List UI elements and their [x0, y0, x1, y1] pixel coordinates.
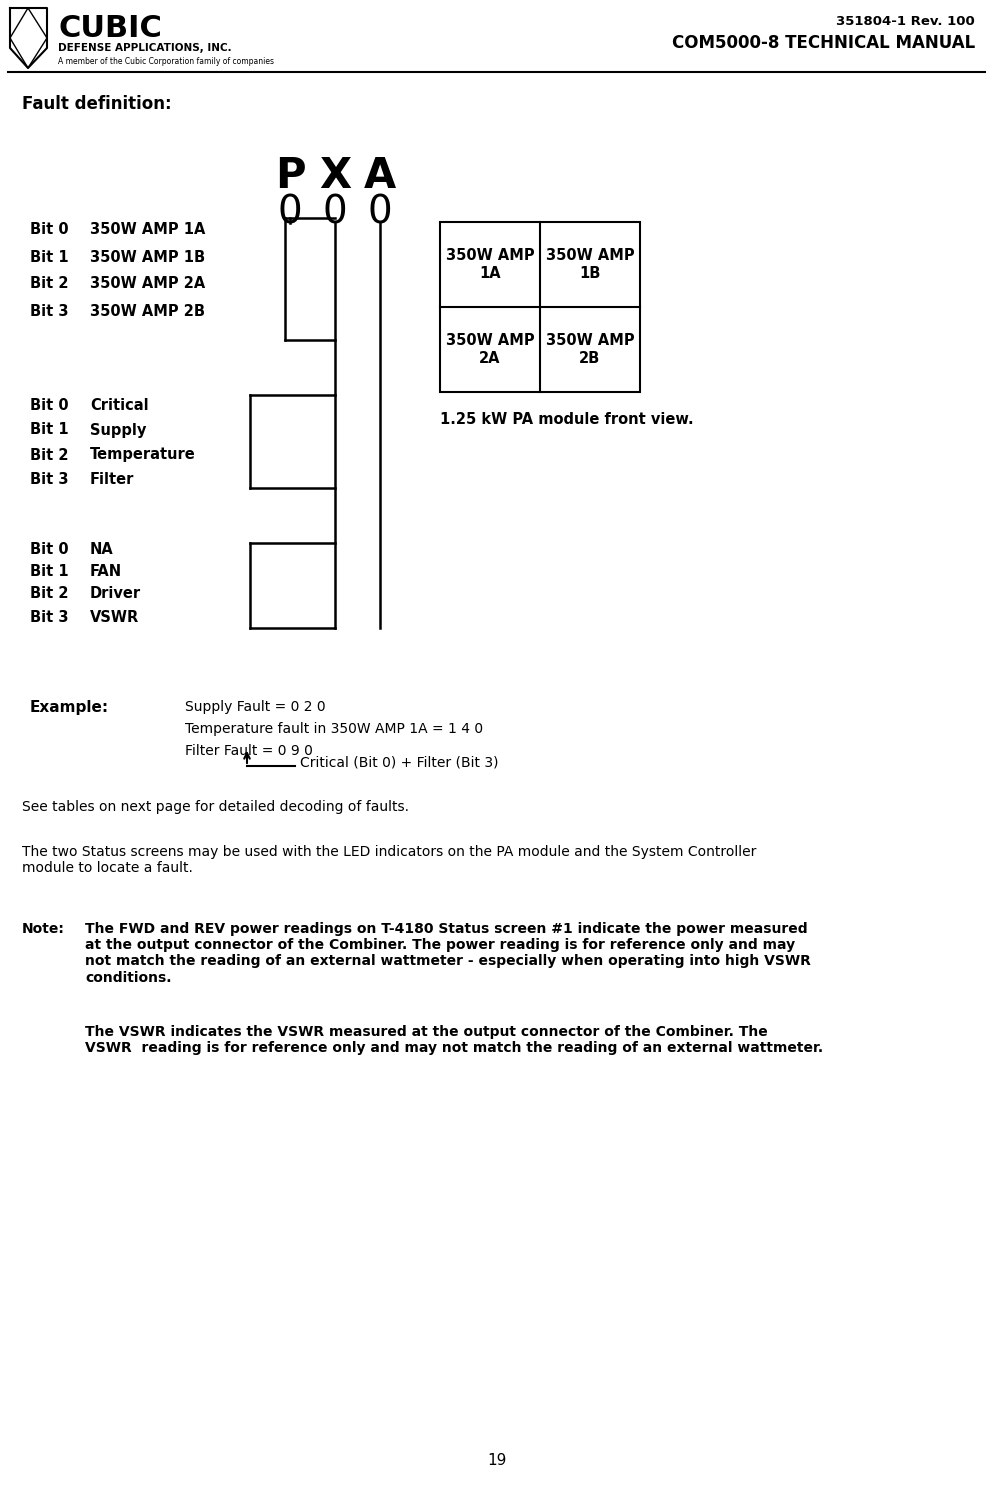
Text: Bit 3: Bit 3	[30, 472, 69, 488]
Text: 350W AMP
1B: 350W AMP 1B	[546, 248, 634, 281]
Text: Bit 1: Bit 1	[30, 249, 69, 264]
Text: 350W AMP 2B: 350W AMP 2B	[90, 303, 205, 318]
Text: Critical: Critical	[90, 397, 149, 412]
Bar	[440, 222, 640, 393]
Text: Bit 3: Bit 3	[30, 611, 69, 626]
Text: Note:: Note:	[22, 923, 65, 936]
Text: The FWD and REV power readings on T-4180 Status screen #1 indicate the power mea: The FWD and REV power readings on T-4180…	[85, 923, 811, 984]
Text: See tables on next page for detailed decoding of faults.: See tables on next page for detailed dec…	[22, 800, 409, 814]
Text: 350W AMP
2B: 350W AMP 2B	[546, 333, 634, 366]
Text: VSWR: VSWR	[90, 611, 139, 626]
Text: Bit 0: Bit 0	[30, 222, 69, 237]
Text: Bit 3: Bit 3	[30, 303, 69, 318]
Text: Bit 0: Bit 0	[30, 397, 69, 412]
Text: 350W AMP
1A: 350W AMP 1A	[445, 248, 535, 281]
Text: Filter Fault = 0 9 0: Filter Fault = 0 9 0	[185, 744, 313, 758]
Text: Bit 1: Bit 1	[30, 423, 69, 437]
Text: 350W AMP 2A: 350W AMP 2A	[90, 276, 205, 291]
Text: Supply Fault = 0 2 0: Supply Fault = 0 2 0	[185, 700, 326, 714]
Text: COM5000-8 TECHNICAL MANUAL: COM5000-8 TECHNICAL MANUAL	[672, 34, 975, 52]
Text: Filter: Filter	[90, 472, 134, 488]
Text: CUBIC: CUBIC	[58, 13, 162, 43]
Text: 1.25 kW PA module front view.: 1.25 kW PA module front view.	[440, 412, 694, 427]
Text: Example:: Example:	[30, 700, 109, 715]
Text: Temperature: Temperature	[90, 448, 196, 463]
Text: 350W AMP
2A: 350W AMP 2A	[445, 333, 535, 366]
Text: 19: 19	[487, 1453, 507, 1468]
Text: Bit 2: Bit 2	[30, 448, 69, 463]
Text: DEFENSE APPLICATIONS, INC.: DEFENSE APPLICATIONS, INC.	[58, 43, 232, 52]
Text: P: P	[274, 155, 305, 197]
Text: FAN: FAN	[90, 564, 122, 579]
Text: 350W AMP 1A: 350W AMP 1A	[90, 222, 206, 237]
Text: 0: 0	[368, 193, 393, 231]
Text: Critical (Bit 0) + Filter (Bit 3): Critical (Bit 0) + Filter (Bit 3)	[300, 755, 499, 770]
Text: Bit 2: Bit 2	[30, 587, 69, 602]
Text: Bit 1: Bit 1	[30, 564, 69, 579]
Text: A member of the Cubic Corporation family of companies: A member of the Cubic Corporation family…	[58, 57, 274, 66]
Text: Supply: Supply	[90, 423, 146, 437]
Text: A: A	[364, 155, 397, 197]
Text: 0: 0	[277, 193, 302, 231]
Text: Driver: Driver	[90, 587, 141, 602]
Text: NA: NA	[90, 542, 113, 557]
Text: X: X	[319, 155, 351, 197]
Text: Bit 0: Bit 0	[30, 542, 69, 557]
Text: Temperature fault in 350W AMP 1A = 1 4 0: Temperature fault in 350W AMP 1A = 1 4 0	[185, 723, 483, 736]
Text: The two Status screens may be used with the LED indicators on the PA module and : The two Status screens may be used with …	[22, 845, 756, 875]
Text: Fault definition:: Fault definition:	[22, 96, 172, 113]
Text: The VSWR indicates the VSWR measured at the output connector of the Combiner. Th: The VSWR indicates the VSWR measured at …	[85, 1026, 823, 1056]
Text: 350W AMP 1B: 350W AMP 1B	[90, 249, 205, 264]
Text: 351804-1 Rev. 100: 351804-1 Rev. 100	[836, 15, 975, 28]
Text: 0: 0	[323, 193, 347, 231]
Text: Bit 2: Bit 2	[30, 276, 69, 291]
